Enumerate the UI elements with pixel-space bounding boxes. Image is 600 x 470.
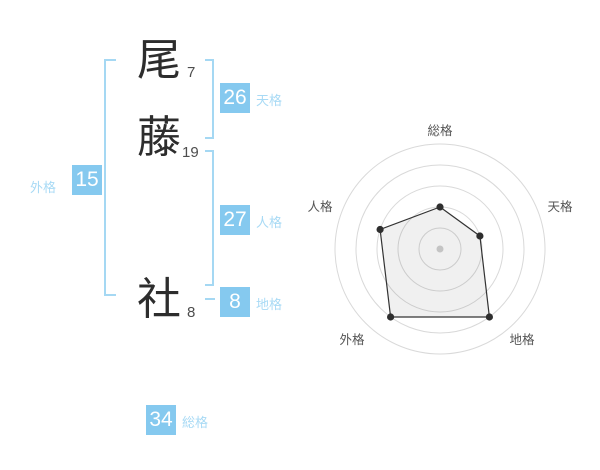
tenkaku-badge: 26 [220,83,250,113]
stroke-count-3: 8 [187,304,196,321]
soukaku-badge: 34 [146,405,176,435]
grid-ring [418,227,462,271]
grid-ring [355,164,525,334]
data-point [436,203,444,211]
name-char-2: 藤 [137,113,181,162]
jinkaku-badge: 27 [220,205,250,235]
stroke-count-1: 7 [187,64,196,81]
axis-label: 総格 [427,123,453,138]
name-char-1: 尾 [137,36,181,85]
data-point [376,225,384,234]
axis-label: 人格 [307,199,333,214]
data-point [476,232,484,240]
data-point [387,313,395,321]
center-dot [436,245,444,253]
data-polygon [379,206,491,318]
axis-label: 天格 [547,199,573,214]
jinkaku-bracket [205,150,214,286]
grid-ring [376,185,504,313]
chikaku-tick [205,298,215,300]
chikaku-label: 地格 [256,297,283,312]
radar-chart-container: 総格天格地格 外格 人格 [290,99,590,399]
soukaku-label: 総格 [182,415,209,430]
gaikaku-badge: 15 [72,165,102,195]
tenkaku-bracket [205,59,214,139]
data-point [485,313,493,321]
axis-label: 外格 [339,332,365,347]
gaikaku-label: 外格 [30,180,57,195]
tenkaku-label: 天格 [256,93,283,108]
gaikaku-bracket [104,59,116,296]
jinkaku-label: 人格 [256,215,283,230]
axis-label: 地格 [509,332,535,347]
chikaku-badge: 8 [220,287,250,317]
name-char-3: 社 [137,275,181,324]
grid-ring [334,143,546,355]
stroke-count-2: 19 [182,144,199,161]
